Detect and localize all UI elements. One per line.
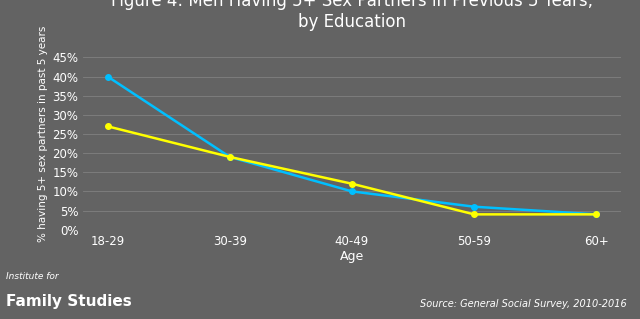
College men: [348, 182, 356, 186]
College men: [104, 124, 111, 128]
Y-axis label: % having 5+ sex partners in past 5 years: % having 5+ sex partners in past 5 years: [38, 26, 48, 242]
Non-college men: [226, 155, 234, 159]
College men: [470, 212, 478, 216]
Text: Institute for: Institute for: [6, 272, 59, 281]
Non-college men: [348, 189, 356, 193]
Line: College men: College men: [105, 123, 599, 217]
Non-college men: [593, 212, 600, 216]
Text: Source: General Social Survey, 2010-2016: Source: General Social Survey, 2010-2016: [420, 300, 627, 309]
Non-college men: [470, 205, 478, 209]
Text: Family Studies: Family Studies: [6, 294, 132, 309]
College men: [226, 155, 234, 159]
Line: Non-college men: Non-college men: [105, 74, 599, 217]
X-axis label: Age: Age: [340, 250, 364, 263]
Non-college men: [104, 75, 111, 78]
Title: Figure 4: Men Having 5+ Sex Partners in Previous 5 Years,
by Education: Figure 4: Men Having 5+ Sex Partners in …: [111, 0, 593, 31]
College men: [593, 212, 600, 216]
